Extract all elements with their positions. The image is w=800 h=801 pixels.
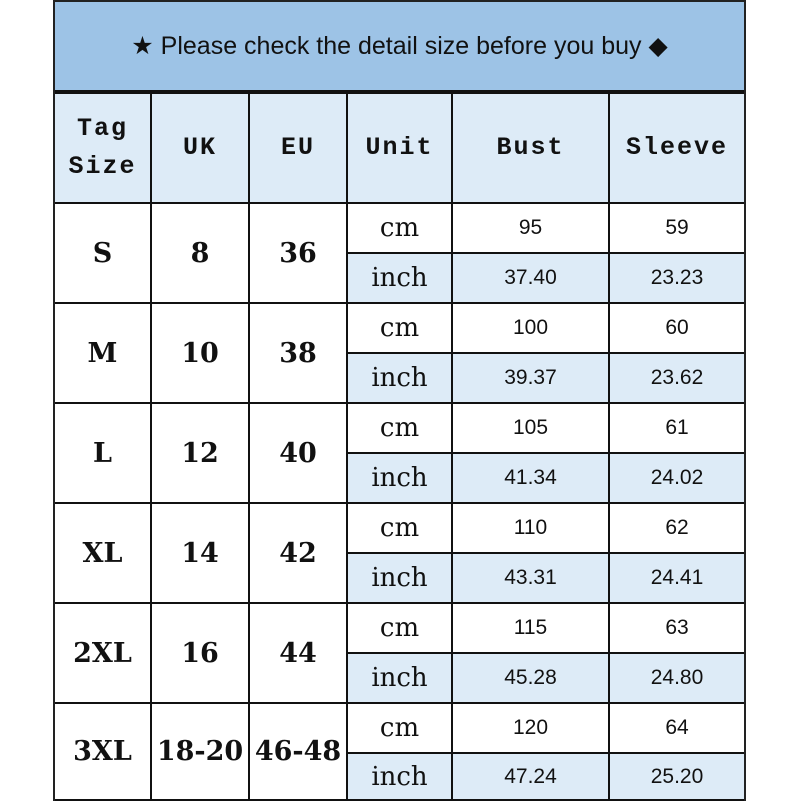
sleeve-cell: 60 (608, 302, 744, 354)
sleeve-cell: 25.20 (608, 752, 744, 801)
eu-size-cell: 36 (248, 202, 348, 304)
unit-cell: cm (346, 502, 453, 554)
sleeve-cell: 61 (608, 402, 744, 454)
header-uk: UK (150, 92, 250, 204)
size-row-inch: inch 41.34 24.02 (55, 452, 744, 504)
size-row-cm: M 10 38 cm 100 60 (55, 302, 744, 404)
tag-size-cell: L (55, 402, 152, 504)
tag-size-cell: M (55, 302, 152, 404)
unit-cell: cm (346, 702, 453, 754)
unit-cell: inch (347, 652, 453, 704)
size-notice-banner: ★ Please check the detail size before yo… (55, 2, 744, 92)
header-eu: EU (248, 92, 348, 204)
uk-size-cell: 16 (150, 602, 250, 704)
eu-size-cell: 42 (248, 502, 348, 604)
sleeve-cell: 24.02 (608, 452, 744, 504)
header-row: Tag Size UK EU Unit Bust Sleeve (55, 92, 744, 204)
size-row-inch: inch 47.24 25.20 (55, 752, 744, 801)
header-sleeve: Sleeve (608, 92, 744, 204)
uk-size-cell: 18-20 (150, 702, 250, 801)
size-row-cm: S 8 36 cm 95 59 (55, 202, 744, 304)
bust-cell: 100 (451, 302, 610, 354)
header-label: Tag Size (68, 114, 137, 181)
tag-size-cell: 3XL (55, 702, 152, 801)
bust-cell: 105 (451, 402, 610, 454)
sleeve-cell: 23.23 (608, 252, 744, 304)
size-row-inch: inch 39.37 23.62 (55, 352, 744, 404)
header-tag-size: Tag Size (55, 92, 152, 204)
bust-cell: 41.34 (451, 452, 610, 504)
eu-size-cell: 44 (248, 602, 348, 704)
sleeve-cell: 24.41 (608, 552, 744, 604)
uk-size-cell: 12 (150, 402, 250, 504)
bust-cell: 115 (451, 602, 610, 654)
size-row-cm: 2XL 16 44 cm 115 63 (55, 602, 744, 704)
tag-size-cell: XL (55, 502, 152, 604)
bust-cell: 110 (451, 502, 610, 554)
bust-cell: 43.31 (451, 552, 610, 604)
unit-cell: inch (347, 752, 453, 801)
sleeve-cell: 63 (608, 602, 744, 654)
bust-cell: 95 (451, 202, 610, 254)
bust-cell: 37.40 (451, 252, 610, 304)
size-table: Tag Size UK EU Unit Bust Sleeve S 8 36 cm 95… (55, 92, 744, 801)
size-row-cm: L 12 40 cm 105 61 (55, 402, 744, 504)
unit-cell: inch (347, 352, 453, 404)
size-row-cm: 3XL 18-20 46-48 cm 120 64 (55, 702, 744, 801)
unit-cell: cm (346, 202, 453, 254)
sleeve-cell: 23.62 (608, 352, 744, 404)
uk-size-cell: 8 (150, 202, 250, 304)
uk-size-cell: 14 (150, 502, 250, 604)
bust-cell: 47.24 (451, 752, 610, 801)
size-row-inch: inch 43.31 24.41 (55, 552, 744, 604)
bust-cell: 45.28 (451, 652, 610, 704)
bust-cell: 120 (451, 702, 610, 754)
size-chart: ★ Please check the detail size before yo… (53, 0, 746, 801)
sleeve-cell: 59 (608, 202, 744, 254)
unit-cell: inch (347, 252, 453, 304)
size-row-inch: inch 45.28 24.80 (55, 652, 744, 704)
bust-cell: 39.37 (451, 352, 610, 404)
unit-cell: inch (347, 452, 453, 504)
unit-cell: inch (347, 552, 453, 604)
sleeve-cell: 64 (608, 702, 744, 754)
header-unit: Unit (346, 92, 453, 204)
eu-size-cell: 38 (248, 302, 348, 404)
header-bust: Bust (451, 92, 610, 204)
tag-size-cell: 2XL (55, 602, 152, 704)
tag-size-cell: S (55, 202, 152, 304)
size-row-cm: XL 14 42 cm 110 62 (55, 502, 744, 604)
eu-size-cell: 40 (248, 402, 348, 504)
uk-size-cell: 10 (150, 302, 250, 404)
sleeve-cell: 24.80 (608, 652, 744, 704)
unit-cell: cm (346, 302, 453, 354)
unit-cell: cm (346, 602, 453, 654)
size-row-inch: inch 37.40 23.23 (55, 252, 744, 304)
unit-cell: cm (346, 402, 453, 454)
sleeve-cell: 62 (608, 502, 744, 554)
eu-size-cell: 46-48 (248, 702, 348, 801)
